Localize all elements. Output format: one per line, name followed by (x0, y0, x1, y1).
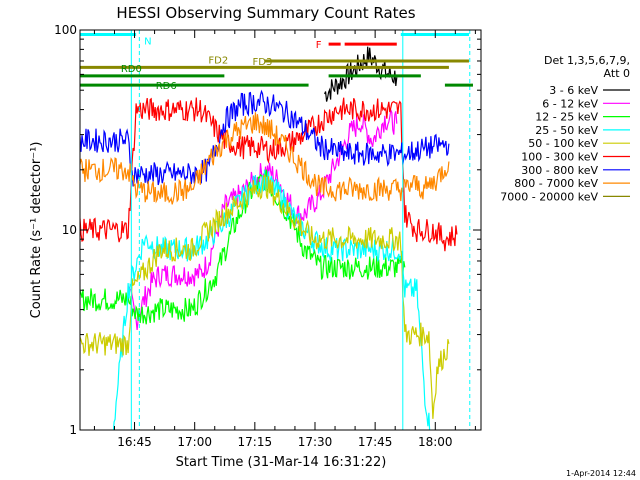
series-100-300-kev (80, 97, 458, 252)
y-tick-label: 100 (54, 23, 77, 37)
legend-entry-label: 50 - 100 keV (528, 137, 598, 150)
footer-timestamp: 1-Apr-2014 12:44 (566, 469, 636, 478)
x-tick-label: 17:30 (298, 435, 333, 449)
x-tick-label: 18:00 (418, 435, 453, 449)
annotation-label-fd3: FD3 (253, 57, 273, 68)
y-tick-label: 10 (62, 223, 77, 237)
x-tick-label: 17:15 (238, 435, 273, 449)
legend-entry-label: 300 - 800 keV (521, 164, 598, 177)
legend-entry-label: 800 - 7000 keV (514, 177, 598, 190)
annotation-label-rd6: RD6 (156, 81, 177, 92)
series-300-800-kev (80, 89, 450, 187)
annotation-label-f: F (316, 40, 322, 51)
series-12-25-kev (80, 169, 406, 325)
legend-entry-label: 7000 - 20000 keV (500, 190, 598, 203)
x-axis-label: Start Time (31-Mar-14 16:31:22) (176, 455, 387, 470)
x-tick-label: 16:45 (117, 435, 152, 449)
legend-entry-label: 6 - 12 keV (542, 97, 598, 110)
legend-entry-label: 25 - 50 keV (535, 124, 598, 137)
annotation-label-fd2: FD2 (208, 55, 228, 66)
series-3-6-kev (324, 46, 398, 102)
y-tick-label: 1 (69, 423, 77, 437)
plot-frame (79, 29, 482, 431)
legend-entry-label: 100 - 300 keV (521, 151, 598, 164)
series-800-7000-kev (80, 112, 450, 205)
legend-entry-label: 12 - 25 keV (535, 111, 598, 124)
plot-area (80, 30, 473, 430)
annotation-label-n: N (144, 36, 151, 47)
legend-header: Det 1,3,5,6,7,9, (544, 54, 630, 67)
legend-header: Att 0 (604, 67, 630, 80)
legend-entry-label: 3 - 6 keV (549, 84, 598, 97)
chart-title: HESSI Observing Summary Count Rates (116, 4, 415, 22)
x-tick-label: 17:45 (358, 435, 393, 449)
axes: N F FD2 FD3 RD0 RD6 16:45 17:00 17:15 17:30 17:45 1… (54, 23, 481, 449)
x-tick-label: 17:00 (177, 435, 212, 449)
series-25-50-kev (112, 169, 431, 430)
y-axis-label: Count Rate (s⁻¹ detector⁻¹) (29, 142, 44, 319)
series-50-100-kev (80, 173, 450, 419)
annotation-label-rd0: RD0 (121, 64, 142, 75)
